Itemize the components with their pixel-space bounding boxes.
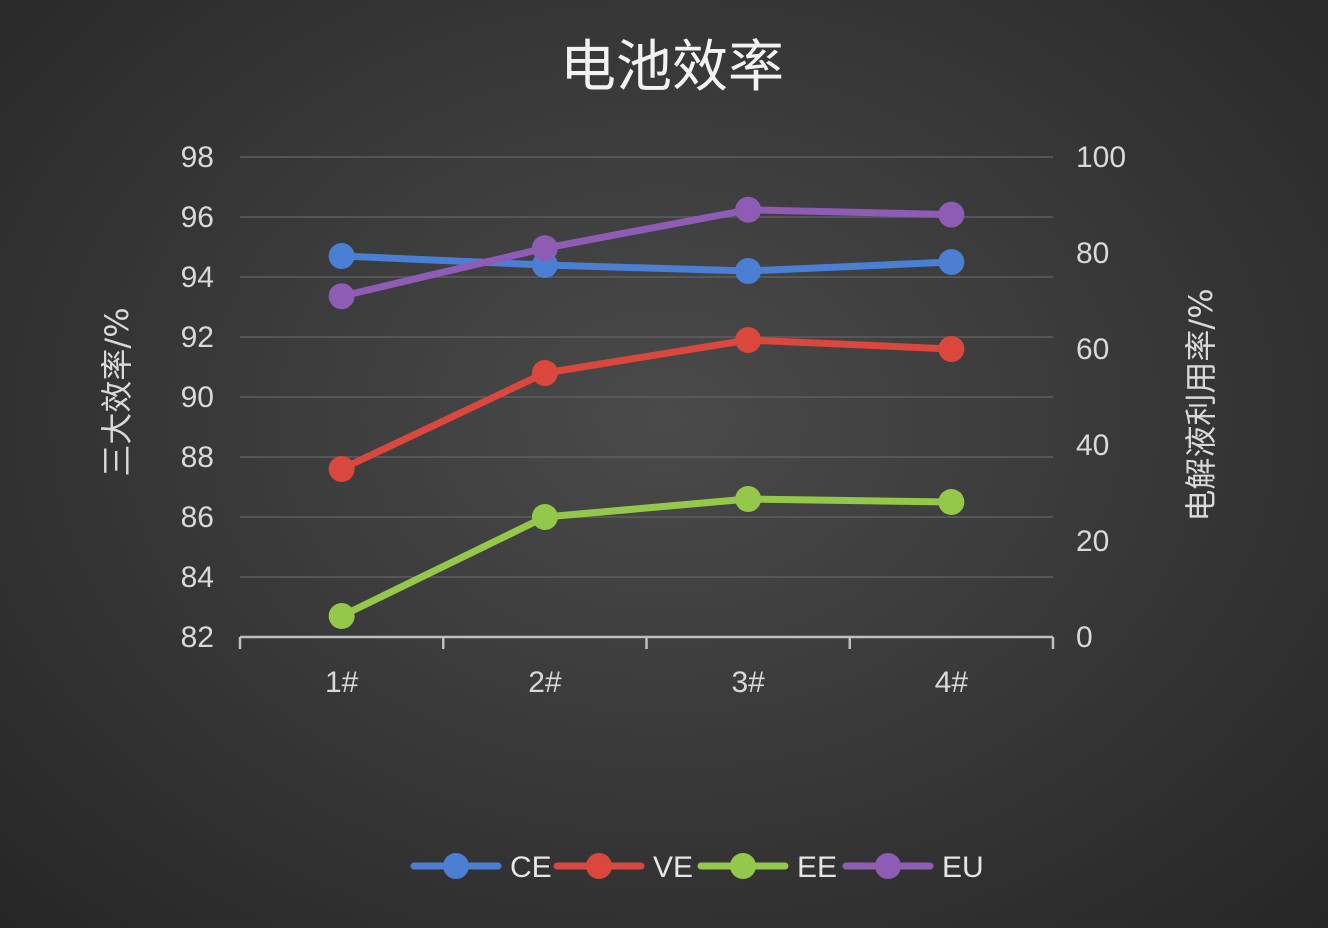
legend-swatch-marker	[586, 853, 612, 879]
legend-item-ee[interactable]: EE	[697, 851, 837, 884]
chart-title: 电池效率	[560, 35, 784, 100]
series-line	[338, 206, 955, 300]
series-lines	[328, 196, 965, 629]
y-tick-label-right: 100	[1076, 141, 1126, 174]
legend-swatch-marker	[443, 853, 469, 879]
x-tick-label: 1#	[325, 666, 359, 699]
data-point	[938, 489, 965, 515]
data-point	[735, 196, 762, 223]
data-point	[328, 456, 355, 482]
y-axis-title-right: 电解液利用率/%	[1182, 288, 1220, 521]
series-eu	[328, 196, 965, 310]
series-ee	[328, 486, 965, 629]
data-point	[735, 258, 762, 284]
y-tick-label-left: 88	[181, 441, 214, 474]
data-point	[735, 486, 762, 512]
y-tick-label-right: 0	[1076, 621, 1093, 654]
legend[interactable]: CE VE EE EU	[410, 851, 984, 884]
x-tick-label: 2#	[528, 666, 562, 699]
y-tick-label-left: 96	[181, 201, 214, 234]
legend-label: CE	[510, 851, 552, 884]
data-point	[735, 327, 762, 353]
y-tick-label-right: 20	[1076, 525, 1109, 558]
legend-item-ve[interactable]: VE	[553, 851, 693, 884]
data-point	[938, 249, 965, 275]
axes	[238, 635, 1055, 649]
series-line	[338, 495, 955, 620]
data-point	[938, 201, 965, 228]
data-point	[531, 360, 558, 386]
y-tick-label-left: 98	[181, 141, 214, 174]
y-tick-label-left: 90	[181, 381, 214, 414]
data-point	[938, 336, 965, 362]
legend-swatch-marker	[730, 853, 756, 879]
y-tick-label-right: 40	[1076, 429, 1109, 462]
legend-item-eu[interactable]: EU	[842, 851, 984, 884]
data-point	[531, 235, 558, 262]
series-ve	[328, 327, 965, 482]
y-tick-label-left: 94	[181, 261, 214, 294]
legend-swatch-marker	[875, 853, 901, 879]
x-tick-label: 3#	[731, 666, 765, 699]
series-line	[338, 252, 955, 275]
y-tick-label-left: 82	[181, 621, 214, 654]
legend-label: EE	[797, 851, 837, 884]
tick-labels: 82 84 86 88 90 92 94 96 98 0 20 40 60 80 100 1# 2# 3# 4#	[181, 141, 1126, 699]
series-ce	[328, 243, 965, 284]
y-tick-label-right: 60	[1076, 333, 1109, 366]
legend-item-ce[interactable]: CE	[410, 851, 552, 884]
y-tick-label-right: 80	[1076, 237, 1109, 270]
legend-label: VE	[653, 851, 693, 884]
data-point	[531, 504, 558, 530]
y-tick-label-left: 86	[181, 501, 214, 534]
legend-label: EU	[942, 851, 984, 884]
y-tick-label-left: 92	[181, 321, 214, 354]
y-axis-title-left: 三大效率/%	[98, 307, 136, 476]
data-point	[328, 283, 355, 310]
series-line	[338, 336, 955, 473]
data-point	[328, 603, 355, 629]
data-point	[328, 243, 355, 269]
y-tick-label-left: 84	[181, 561, 214, 594]
grid-lines	[240, 156, 1053, 578]
x-tick-label: 4#	[935, 666, 969, 699]
